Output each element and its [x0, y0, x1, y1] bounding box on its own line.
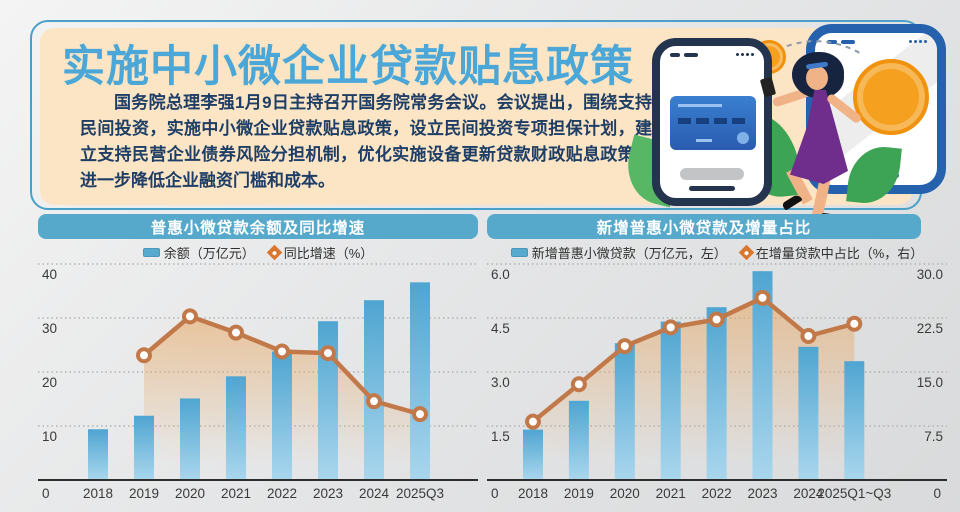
svg-text:2020: 2020 — [175, 486, 205, 501]
svg-text:2019: 2019 — [564, 486, 594, 501]
legend-item: 同比增速（%） — [266, 243, 374, 262]
svg-text:30: 30 — [42, 321, 57, 336]
svg-text:10: 10 — [42, 429, 57, 444]
bar-swatch-icon — [510, 247, 528, 257]
svg-text:7.5: 7.5 — [924, 429, 943, 444]
bar-2025Q1~Q3 — [844, 361, 865, 480]
bar-2020 — [180, 398, 200, 480]
svg-text:2023: 2023 — [313, 486, 343, 501]
page-title: 实施中小微企业贷款贴息政策 — [62, 43, 634, 91]
legend-label: 在增量贷款中占比（%，右） — [755, 245, 924, 261]
legend-item: 在增量贷款中占比（%，右） — [738, 243, 924, 262]
svg-text:2025Q3: 2025Q3 — [396, 486, 444, 501]
svg-text:2024: 2024 — [359, 486, 390, 501]
chart-title: 新增普惠小微贷款及增量占比 — [487, 214, 921, 239]
bar-2019 — [134, 415, 154, 480]
bar-2024 — [798, 346, 819, 480]
bar-2022 — [272, 351, 292, 480]
loan-balance-chart: 40 30 20 10 2018 2019 2020 2021 2022 2023 2024 2025… — [38, 263, 478, 501]
svg-text:0: 0 — [42, 486, 50, 501]
chart-legend: 余额（万亿元） 同比增速（%） — [38, 243, 478, 262]
bar-2019 — [568, 400, 589, 480]
svg-text:2024: 2024 — [793, 486, 824, 501]
svg-text:3.0: 3.0 — [491, 375, 510, 390]
bar-2018 — [88, 429, 108, 480]
svg-text:2023: 2023 — [747, 486, 777, 501]
bar-2024 — [364, 300, 384, 480]
bar-2021 — [660, 321, 681, 480]
bar-swatch-icon — [142, 247, 160, 257]
legend-item: 余额（万亿元） — [142, 243, 255, 262]
svg-text:2018: 2018 — [83, 486, 113, 501]
new-loans-chart: 6.0 4.5 3.0 1.5 30.0 22.5 15.0 7.5 2018 2019 2020 2… — [487, 263, 947, 501]
svg-text:6.0: 6.0 — [491, 267, 510, 282]
svg-text:4.5: 4.5 — [491, 321, 510, 336]
svg-text:0: 0 — [933, 486, 941, 501]
bar-2025Q3 — [410, 282, 430, 480]
svg-text:1.5: 1.5 — [491, 429, 510, 444]
legend-label: 新增普惠小微贷款（万亿元，左） — [531, 245, 727, 261]
svg-text:2022: 2022 — [702, 486, 732, 501]
svg-text:2021: 2021 — [221, 486, 251, 501]
bar-2020 — [614, 343, 635, 480]
chart-legend: 新增普惠小微贷款（万亿元，左） 在增量贷款中占比（%，右） — [487, 243, 947, 262]
svg-text:2020: 2020 — [610, 486, 640, 501]
svg-text:2025Q1~Q3: 2025Q1~Q3 — [817, 486, 891, 501]
svg-text:20: 20 — [42, 375, 57, 390]
diamond-marker-icon — [738, 244, 754, 260]
svg-text:2021: 2021 — [656, 486, 686, 501]
diamond-marker-icon — [266, 244, 282, 260]
chart-title: 普惠小微贷款余额及同比增速 — [38, 214, 478, 239]
svg-text:0: 0 — [491, 486, 499, 501]
bar-2023 — [752, 271, 773, 480]
bar-2022 — [706, 307, 727, 480]
chart-card-new-loans: 新增普惠小微贷款及增量占比 新增普惠小微贷款（万亿元，左） 在增量贷款中占比（%，… — [487, 214, 947, 507]
bar-2021 — [226, 376, 246, 480]
legend-item: 新增普惠小微贷款（万亿元，左） — [510, 243, 727, 262]
chart-card-loan-balance: 普惠小微贷款余额及同比增速 余额（万亿元） 同比增速（%） 40 30 20 10 201… — [38, 214, 478, 507]
svg-text:15.0: 15.0 — [917, 375, 943, 390]
svg-text:22.5: 22.5 — [917, 321, 943, 336]
svg-text:2018: 2018 — [518, 486, 548, 501]
legend-label: 余额（万亿元） — [163, 245, 255, 261]
summary-paragraph: 国务院总理李强1月9日主持召开国务院常务会议。会议提出，围绕支持民间投资，实施中… — [80, 93, 652, 190]
bar-2023 — [318, 321, 338, 480]
svg-text:30.0: 30.0 — [917, 267, 943, 282]
svg-text:40: 40 — [42, 267, 57, 282]
svg-text:2022: 2022 — [267, 486, 297, 501]
bar-2018 — [523, 429, 543, 480]
svg-text:2019: 2019 — [129, 486, 159, 501]
legend-label: 同比增速（%） — [283, 245, 374, 261]
